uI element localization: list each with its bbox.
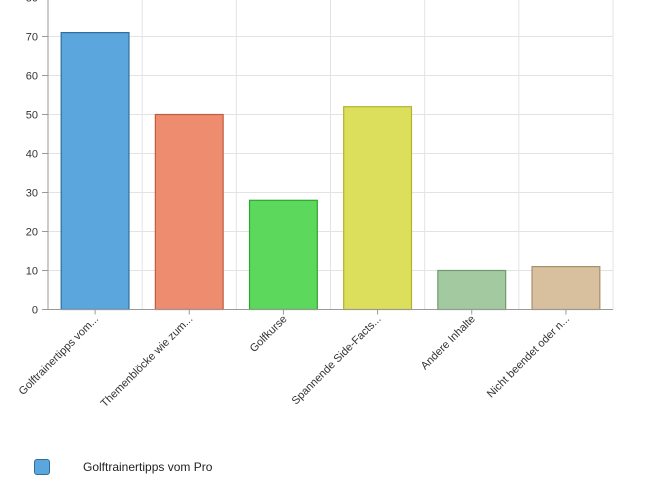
bar-chart: 0 10 20 30 40 50 60 70 80 Golftrainertipps vom...… [17,0,614,410]
x-tick-label: Golfkurse [248,313,290,355]
x-tick-label: Andere Inhalte [419,313,478,372]
y-tick-label: 0 [32,305,38,317]
y-tick-label: 50 [26,110,38,122]
y-tick-label: 30 [26,188,38,200]
bar[interactable] [248,199,318,311]
legend[interactable]: Golftrainertipps vom Pro [34,457,212,477]
bar[interactable] [531,266,601,311]
axes [42,0,613,315]
grid-lines [48,0,614,310]
legend-label: Golftrainertipps vom Pro [83,460,213,474]
bar[interactable] [343,106,413,311]
y-tick-label: 60 [26,71,38,83]
bars [60,31,601,311]
y-tick-label: 80 [26,0,38,5]
x-tick-label: Spannende Side-Facts... [290,313,384,407]
bar[interactable] [437,269,507,311]
bar[interactable] [154,113,224,311]
y-tick-label: 70 [26,32,38,44]
bar[interactable] [60,31,130,311]
x-tick-label: Themenblöcke wie zum... [99,313,196,410]
y-tick-label: 20 [26,227,38,239]
x-tick-label: Nicht beendet oder n... [485,313,572,400]
legend-swatch [34,459,50,475]
y-tick-label: 10 [26,266,38,278]
y-tick-label: 40 [26,149,38,161]
x-tick-label: Golftrainertipps vom... [17,313,102,398]
